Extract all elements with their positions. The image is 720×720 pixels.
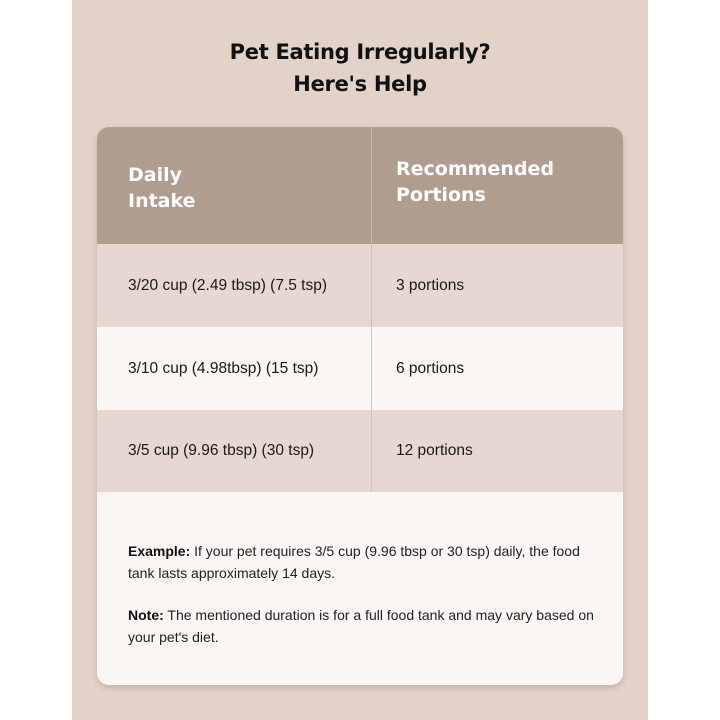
table-row: 3/20 cup (2.49 tbsp) (7.5 tsp) 3 portion… [97, 244, 623, 327]
note-text: The mentioned duration is for a full foo… [128, 607, 594, 645]
example-label: Example: [128, 543, 191, 559]
title-line-2: Here's Help [293, 72, 427, 96]
table-row: 3/5 cup (9.96 tbsp) (30 tsp) 12 portions [97, 410, 623, 492]
title-line-1: Pet Eating Irregularly? [229, 40, 491, 64]
daily-intake-cell: 3/5 cup (9.96 tbsp) (30 tsp) [97, 410, 372, 492]
page-title: Pet Eating Irregularly? Here's Help [72, 36, 648, 100]
notes-section: Example: If your pet requires 3/5 cup (9… [128, 541, 598, 669]
header-recommended-portions: Recommended Portions [396, 157, 554, 206]
daily-intake-cell: 3/20 cup (2.49 tbsp) (7.5 tsp) [97, 244, 372, 327]
table-row: 3/10 cup (4.98tbsp) (15 tsp) 6 portions [97, 327, 623, 410]
daily-intake-cell: 3/10 cup (4.98tbsp) (15 tsp) [97, 327, 372, 410]
header-daily-intake: Daily Intake [97, 127, 372, 244]
portions-cell: 12 portions [396, 442, 473, 459]
portion-table-card: Daily Intake Recommended Portions 3/20 c… [97, 127, 623, 685]
duration-note: Note: The mentioned duration is for a fu… [128, 605, 598, 648]
portions-cell: 6 portions [396, 359, 465, 377]
portions-cell: 3 portions [396, 276, 465, 294]
note-label: Note: [128, 607, 164, 623]
table-header-row: Daily Intake Recommended Portions [97, 127, 623, 244]
infographic-panel: Pet Eating Irregularly? Here's Help Dail… [72, 0, 648, 720]
example-note: Example: If your pet requires 3/5 cup (9… [128, 541, 598, 584]
example-text: If your pet requires 3/5 cup (9.96 tbsp … [128, 543, 580, 581]
